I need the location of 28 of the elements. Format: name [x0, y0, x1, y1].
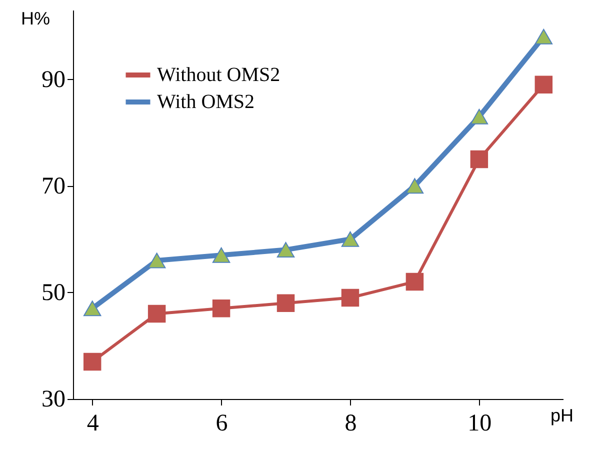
- y-tick-label: 70: [42, 173, 66, 200]
- point: [148, 304, 166, 323]
- point: [470, 108, 488, 124]
- point: [534, 76, 553, 94]
- point: [83, 352, 102, 371]
- point: [534, 28, 553, 44]
- legend-label: Without OMS2: [157, 64, 280, 86]
- y-tick-label: 90: [42, 66, 66, 93]
- point: [341, 288, 360, 307]
- point: [341, 231, 360, 247]
- y-axis-title: H%: [20, 8, 50, 28]
- point: [470, 150, 488, 168]
- x-axis-title: pH: [550, 406, 574, 426]
- point: [406, 178, 424, 194]
- x-tick-label: 8: [344, 410, 357, 436]
- x-tick-label: 4: [86, 410, 99, 436]
- x-tick-label: 10: [468, 410, 492, 436]
- legend-label: With OMS2: [157, 91, 255, 113]
- point: [276, 294, 295, 312]
- point: [212, 247, 230, 263]
- y-tick-label: 30: [42, 386, 66, 412]
- x-tick-label: 6: [216, 410, 228, 436]
- point: [212, 300, 230, 318]
- y-tick-label: 50: [42, 280, 66, 306]
- point: [276, 242, 295, 258]
- point: [148, 252, 166, 268]
- point: [83, 300, 102, 316]
- point: [406, 272, 424, 291]
